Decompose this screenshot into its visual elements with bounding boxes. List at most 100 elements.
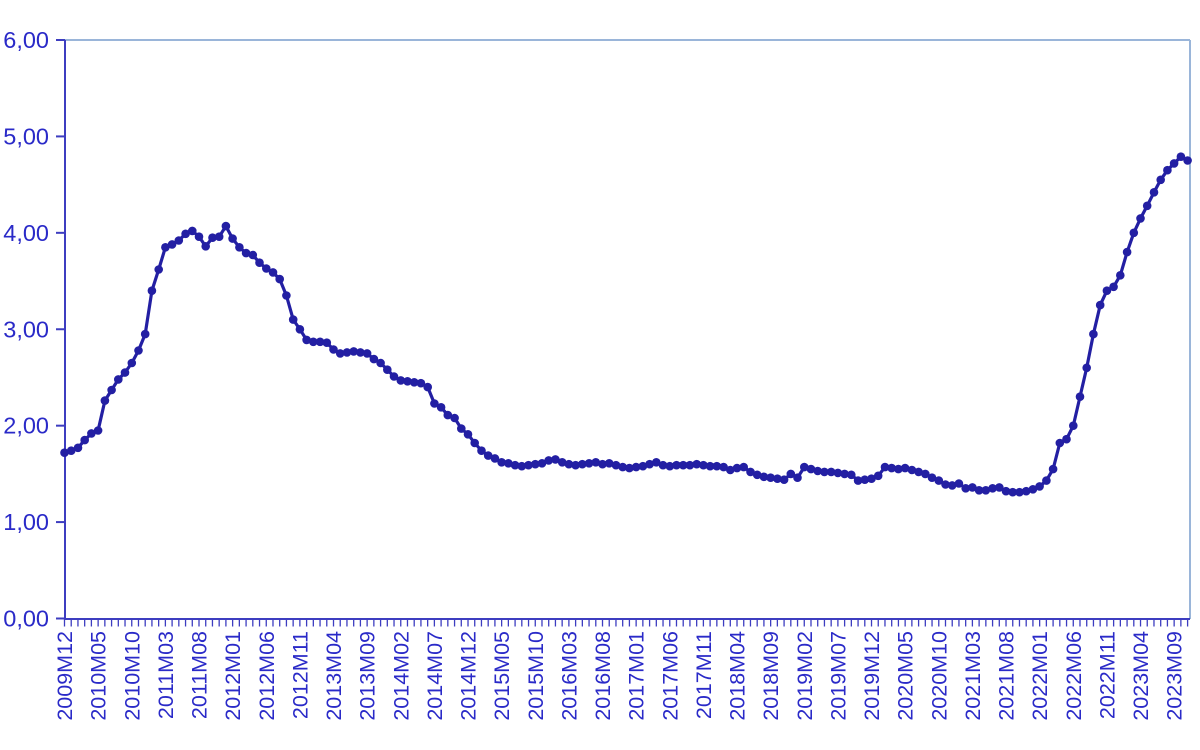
data-point	[120, 368, 130, 377]
data-point	[1055, 438, 1065, 448]
data-point	[631, 462, 641, 472]
data-point	[678, 460, 688, 470]
x-axis-tick-label: 2013M09	[356, 631, 380, 721]
data-point	[867, 474, 876, 484]
data-point	[921, 469, 930, 479]
data-point	[914, 467, 923, 477]
data-point	[275, 274, 285, 284]
data-point	[436, 403, 446, 412]
data-point	[840, 469, 849, 479]
data-point	[315, 337, 325, 347]
data-point	[450, 413, 459, 423]
data-point	[894, 464, 903, 474]
data-point	[268, 268, 278, 277]
data-point	[262, 264, 271, 273]
data-point	[995, 483, 1004, 492]
data-point	[880, 462, 890, 472]
data-point	[900, 463, 910, 473]
data-point	[255, 258, 264, 268]
data-point	[1048, 464, 1058, 474]
x-axis-tick-label-group: 2018M04	[726, 631, 750, 721]
x-axis-tick-label-group: 2021M08	[995, 631, 1019, 721]
x-axis-tick-label-group: 2012M11	[288, 631, 312, 719]
x-axis-tick-label: 2014M12	[457, 631, 481, 721]
data-point	[968, 483, 977, 492]
data-point	[927, 473, 937, 483]
data-point	[376, 358, 385, 368]
data-point	[826, 467, 836, 477]
y-axis-tick-label: 2,00	[3, 413, 49, 439]
data-point	[483, 451, 493, 460]
data-point	[1082, 363, 1091, 373]
data-point	[362, 349, 372, 358]
y-axis-tick-label: 4,00	[3, 220, 49, 246]
data-point	[201, 242, 210, 251]
data-point	[349, 347, 359, 356]
data-point	[618, 462, 627, 472]
data-point	[302, 335, 311, 345]
data-point	[961, 484, 970, 493]
data-point	[1136, 214, 1145, 223]
x-axis-tick-label-group: 2010M10	[120, 631, 144, 721]
data-point	[611, 460, 621, 470]
data-point	[658, 460, 668, 470]
x-axis-tick-label-group: 2011M03	[154, 631, 178, 719]
data-point	[389, 372, 399, 381]
data-point	[726, 465, 735, 475]
data-point	[430, 399, 439, 408]
data-point	[820, 467, 829, 477]
data-point	[1102, 286, 1112, 296]
x-axis-tick-label: 2012M11	[288, 631, 312, 719]
data-point	[1042, 476, 1051, 485]
data-point	[786, 469, 796, 479]
data-point	[510, 460, 520, 470]
data-point	[598, 459, 607, 469]
data-point	[873, 471, 883, 481]
x-axis-tick-label-group: 2016M08	[591, 631, 615, 721]
data-point	[537, 459, 547, 468]
data-point	[947, 481, 957, 490]
data-point	[1149, 188, 1159, 197]
x-axis-tick-label: 2021M03	[961, 631, 985, 721]
data-point	[665, 461, 675, 471]
data-point	[1075, 392, 1085, 402]
x-axis-tick-label: 2013M04	[322, 631, 346, 721]
x-axis-tick-label-group: 2015M05	[490, 631, 514, 721]
data-point	[847, 470, 856, 480]
data-point	[288, 315, 298, 324]
data-point	[773, 474, 782, 484]
data-point	[1001, 486, 1011, 496]
x-axis-tick-label-group: 2023M09	[1163, 631, 1187, 721]
data-point	[544, 456, 553, 465]
data-point	[443, 410, 453, 420]
data-point	[66, 446, 76, 456]
data-point	[1095, 300, 1105, 310]
data-point	[692, 459, 701, 469]
data-point	[403, 377, 412, 386]
data-point	[954, 479, 964, 488]
x-axis-tick-label: 2022M06	[1062, 631, 1086, 721]
data-point	[93, 426, 103, 435]
data-point	[672, 460, 681, 470]
x-axis-tick-label: 2018M04	[726, 631, 750, 721]
data-point	[685, 460, 695, 470]
data-point	[208, 233, 217, 242]
data-point	[73, 443, 83, 453]
x-axis-tick-label: 2017M06	[658, 631, 682, 721]
x-axis-tick-label: 2023M04	[1129, 631, 1153, 721]
x-axis-tick-label: 2019M12	[860, 631, 884, 721]
x-axis-tick-label-group: 2022M06	[1062, 631, 1086, 721]
x-axis-tick-label: 2015M10	[524, 631, 548, 721]
x-axis-tick-label: 2009M12	[53, 631, 77, 721]
x-axis-tick-label: 2022M01	[1028, 631, 1052, 721]
data-point	[329, 345, 338, 354]
data-point	[1169, 159, 1179, 168]
data-point	[557, 458, 567, 467]
data-point	[1015, 487, 1024, 497]
data-point	[1109, 282, 1118, 292]
x-axis-tick-label: 2020M05	[894, 631, 918, 721]
x-axis-tick-label-group: 2009M12	[53, 631, 77, 721]
x-axis-tick-label: 2012M01	[221, 631, 245, 721]
data-point	[1156, 175, 1165, 185]
data-point	[813, 466, 822, 476]
